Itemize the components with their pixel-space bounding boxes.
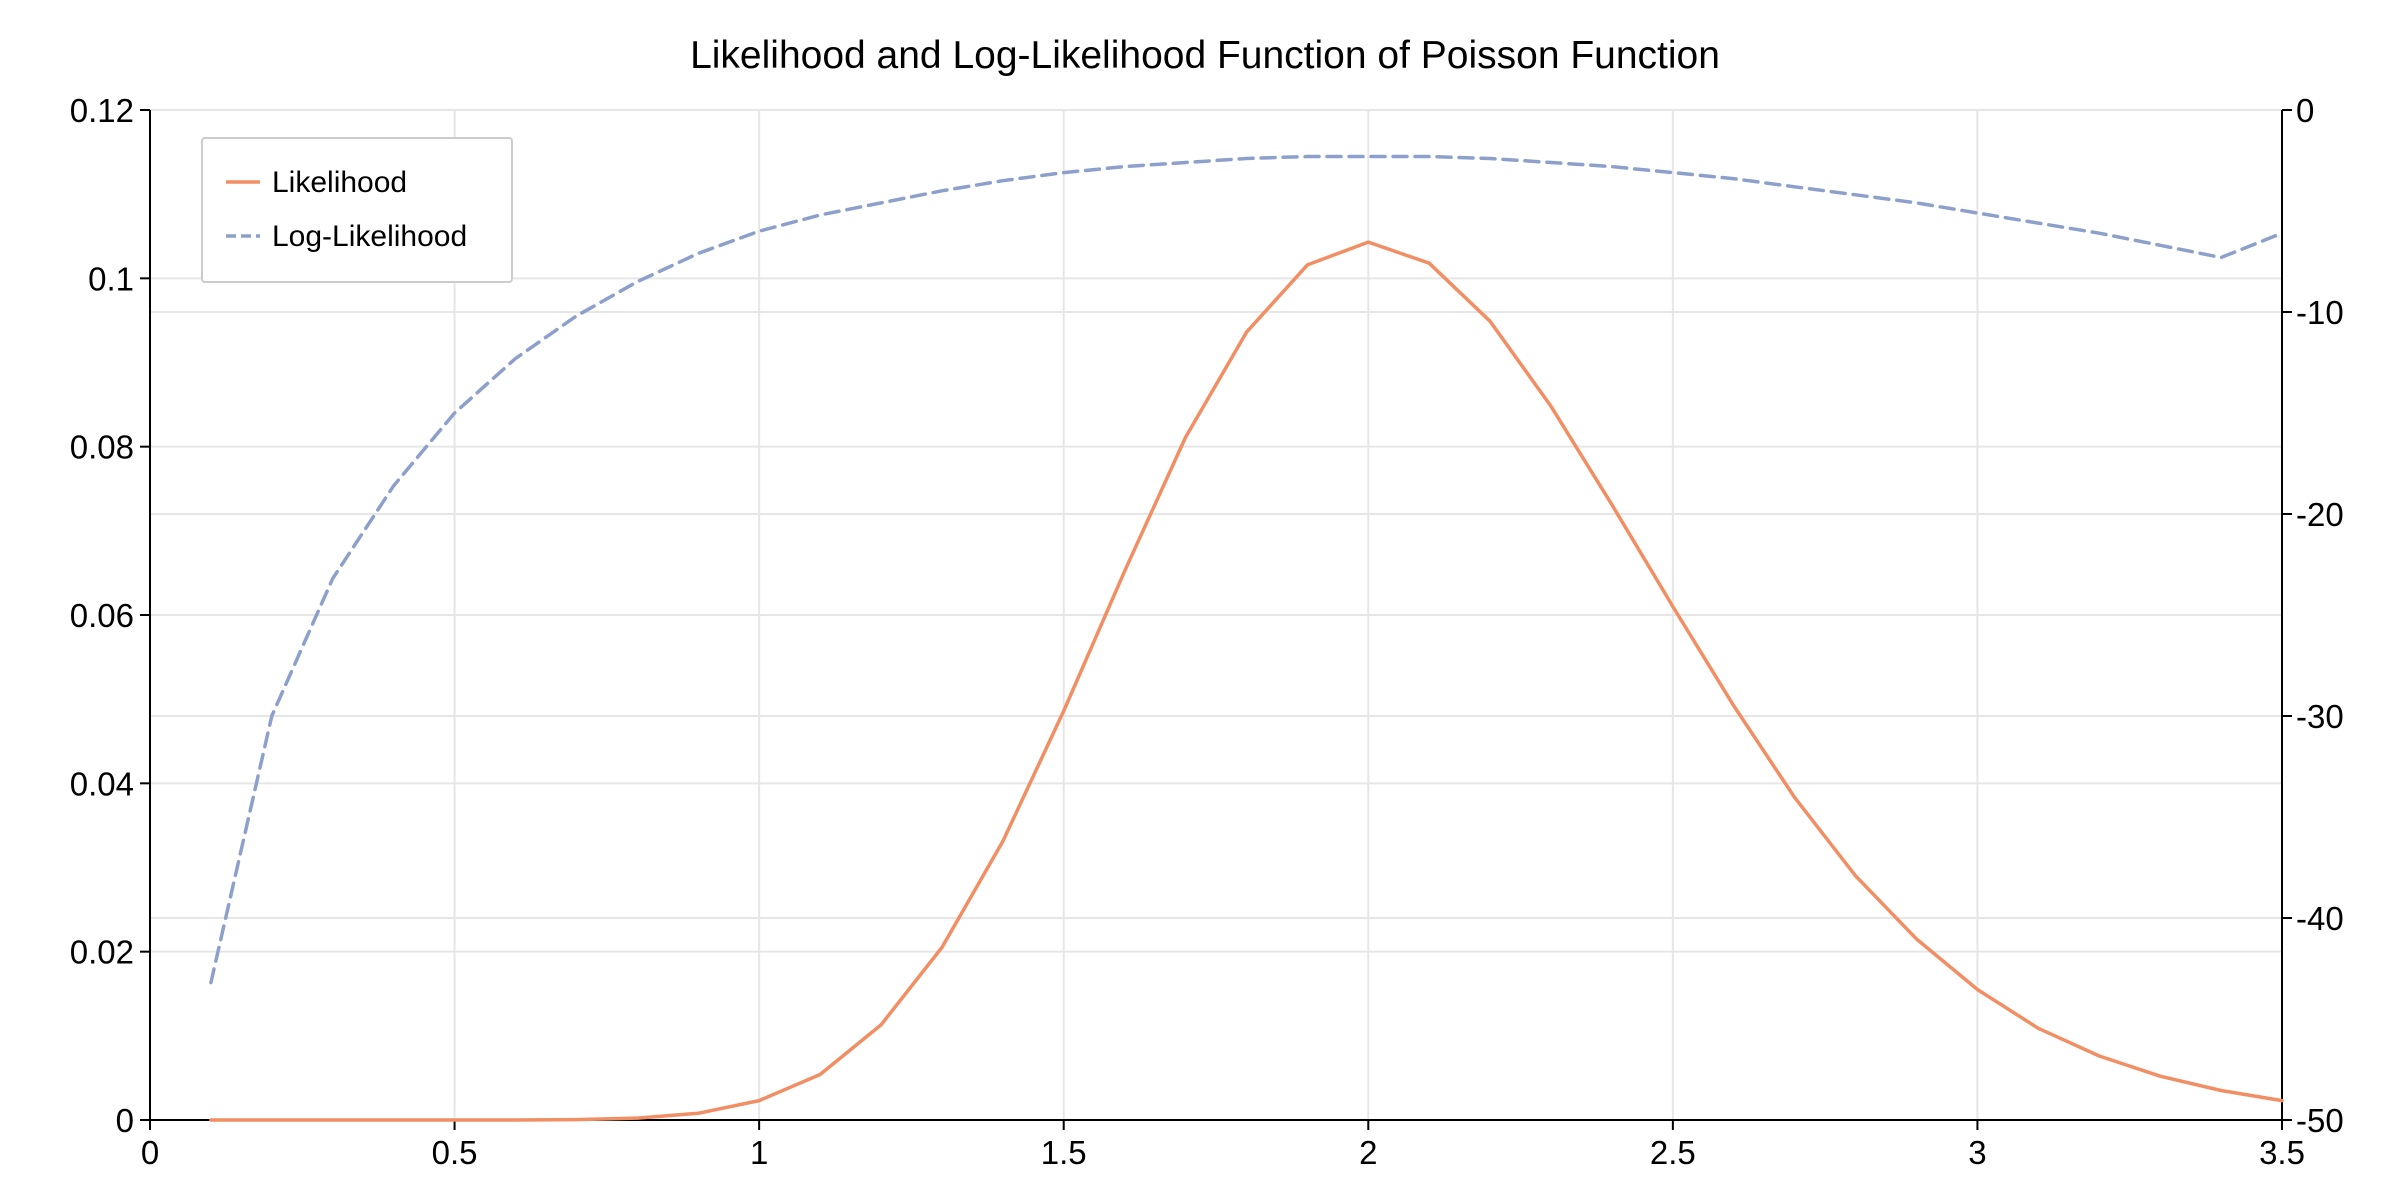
y2-tick-label: -50 — [2296, 1102, 2344, 1139]
legend-box — [201, 137, 513, 283]
legend-label-likelihood: Likelihood — [272, 166, 407, 199]
y2-tick-label: -30 — [2296, 698, 2344, 735]
y-tick-label: 0.06 — [70, 597, 134, 634]
x-tick-label: 1 — [750, 1134, 768, 1171]
x-tick-label: 0 — [141, 1134, 159, 1171]
y-tick-label: 0.04 — [70, 765, 134, 802]
chart-title: Likelihood and Log-Likelihood Function o… — [690, 34, 1720, 77]
x-tick-label: 2 — [1359, 1134, 1377, 1171]
y-tick-label: 0.02 — [70, 934, 134, 971]
x-tick-label: 3.5 — [2259, 1134, 2305, 1171]
y2-tick-label: -40 — [2296, 900, 2344, 937]
x-tick-label: 3 — [1968, 1134, 1986, 1171]
grid — [149, 109, 2283, 1121]
y2-tick-label: -20 — [2296, 496, 2344, 533]
y-tick-label: 0 — [116, 1102, 134, 1139]
y2-tick-label: 0 — [2296, 92, 2314, 129]
x-tick-label: 1.5 — [1041, 1134, 1087, 1171]
y-tick-label: 0.12 — [70, 92, 134, 129]
y-tick-label: 0.1 — [88, 260, 134, 297]
y-tick-label: 0.08 — [70, 429, 134, 466]
x-tick-label: 2.5 — [1650, 1134, 1696, 1171]
x-tick-label: 0.5 — [432, 1134, 478, 1171]
legend-label-log-likelihood: Log-Likelihood — [272, 220, 467, 253]
series-layer — [209, 154, 2284, 1122]
legend: Likelihood Log-Likelihood — [201, 137, 513, 283]
likelihood-line — [209, 240, 2284, 1122]
log-likelihood-line — [209, 154, 2284, 985]
axes: 0 0.5 1 1.5 2 2.5 3 3.5 0 0.02 0.04 0.06 0.08 0.1 0.12… — [70, 92, 2344, 1171]
y2-tick-label: -10 — [2296, 294, 2344, 331]
